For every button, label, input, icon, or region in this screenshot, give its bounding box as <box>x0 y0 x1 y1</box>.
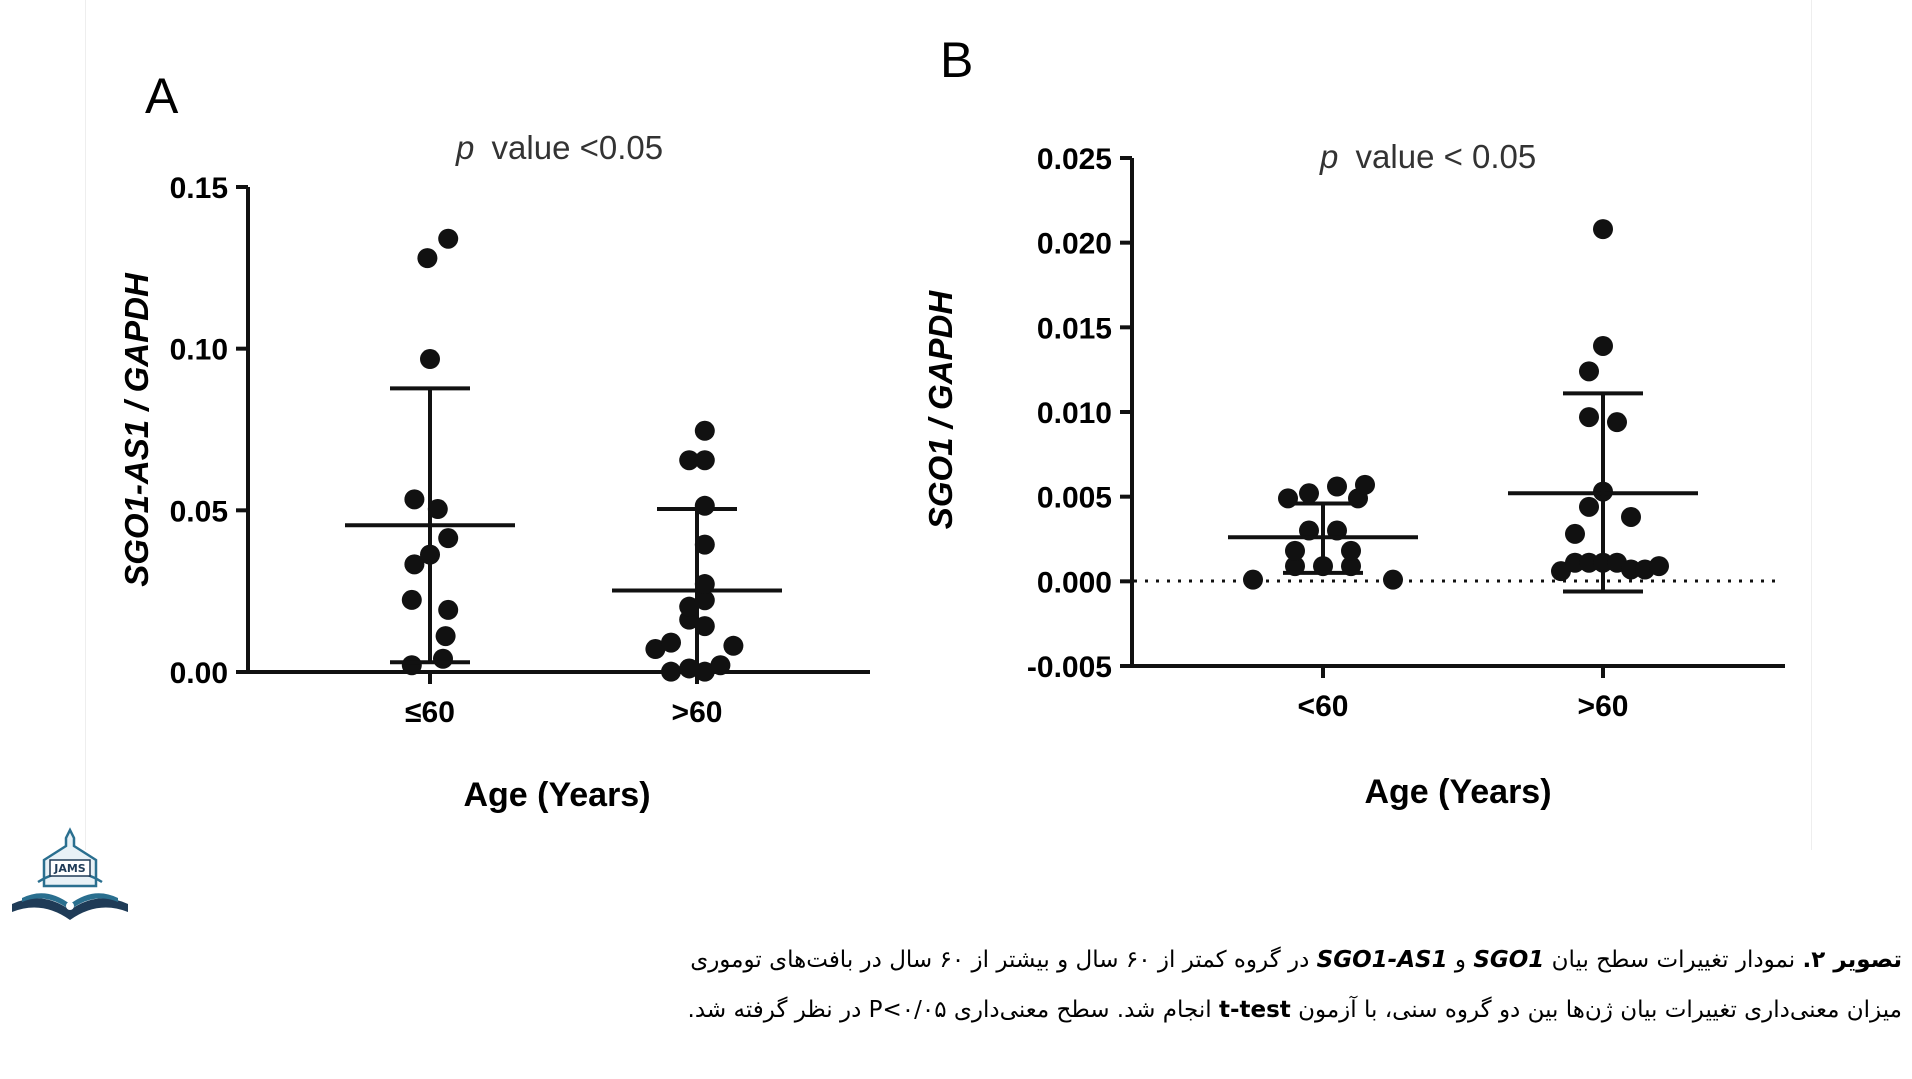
jams-logo: JAMS <box>12 827 128 920</box>
data-point <box>1243 569 1263 590</box>
figure-caption: تصویر ۲. نمودار تغییرات سطح بیان SGO1 و … <box>370 935 1902 1035</box>
data-point <box>661 632 681 653</box>
caption-text-1b: و <box>1447 947 1474 973</box>
chart-a-x-axis: ≤60 >60 <box>405 672 722 729</box>
chart-b-ytick-label: 0.000 <box>1037 566 1112 599</box>
data-point <box>1383 569 1403 590</box>
caption-line-1: تصویر ۲. نمودار تغییرات سطح بیان SGO1 و … <box>370 935 1902 985</box>
chart-b-x-axis: <60 >60 <box>1298 666 1629 723</box>
chart-b-xlabel: Age (Years) <box>1364 773 1551 811</box>
data-point <box>694 420 715 441</box>
chart-a-annotation-text: value <0.05 <box>492 129 664 166</box>
chart-a-points <box>401 228 744 682</box>
chart-b-ytick-label: 0.005 <box>1037 482 1112 515</box>
panel-label-b: B <box>940 32 973 88</box>
data-point <box>694 590 715 611</box>
logo-text: JAMS <box>53 862 86 875</box>
caption-gene-sgo1-as1: SGO1-AS1 <box>1316 947 1448 973</box>
data-point <box>1607 412 1627 433</box>
caption-text-2a: میزان معنی‌داری تغییرات بیان ژن‌ها بین د… <box>1290 997 1902 1023</box>
chart-b-xtick-label: <60 <box>1298 690 1349 723</box>
data-point <box>1579 496 1599 517</box>
chart-b-annotation-p: p <box>1319 138 1338 175</box>
data-point <box>694 616 715 637</box>
data-point <box>1579 361 1599 382</box>
chart-a-errorbars <box>345 386 782 674</box>
data-point <box>433 648 453 669</box>
caption-pvalue: P<۰/۰۵ <box>868 997 947 1023</box>
chart-b-ylabel: SGO1 / GAPDH <box>922 290 959 530</box>
chart-b-annotation-text: value < 0.05 <box>1356 138 1537 175</box>
data-point <box>417 248 438 269</box>
data-point <box>420 349 440 370</box>
chart-a-ytick-label: 0.10 <box>170 334 228 367</box>
caption-text-1a: نمودار تغییرات سطح بیان <box>1544 947 1803 973</box>
data-point <box>645 639 666 660</box>
data-point <box>679 596 700 617</box>
data-point <box>435 626 456 647</box>
chart-a-xlabel: Age (Years) <box>463 776 650 814</box>
caption-test-name: t-test <box>1218 997 1291 1023</box>
data-point <box>694 534 715 555</box>
chart-a-ytick-label: 0.15 <box>170 172 228 205</box>
caption-line-2: میزان معنی‌داری تغییرات بیان ژن‌ها بین د… <box>370 985 1902 1035</box>
data-point <box>404 489 425 510</box>
chart-b-ytick-label: 0.025 <box>1037 143 1112 176</box>
chart-b-annotation: p value < 0.05 <box>1319 138 1536 175</box>
chart-a: A p value <0.05 0.000.050.100.15 ≤60 >60 … <box>118 68 870 814</box>
chart-b-points <box>1243 219 1669 590</box>
data-point <box>1299 483 1319 504</box>
data-point <box>1649 556 1669 577</box>
data-point <box>1621 559 1641 580</box>
data-point <box>1579 407 1599 428</box>
data-point <box>1565 523 1585 544</box>
data-point <box>1341 540 1361 561</box>
figure-panel <box>85 0 1812 850</box>
data-point <box>1579 552 1599 573</box>
chart-b-ytick-label: 0.015 <box>1037 312 1112 345</box>
chart-a-annotation-p: p <box>455 129 474 166</box>
data-point <box>1593 335 1613 356</box>
caption-text-2b: انجام شد. سطح معنی‌داری <box>946 997 1219 1023</box>
data-point <box>1593 219 1613 240</box>
chart-b-ytick-label: -0.005 <box>1027 651 1112 684</box>
chart-a-annotation: p value <0.05 <box>455 129 663 166</box>
chart-b-ytick-label: 0.020 <box>1037 228 1112 261</box>
data-point <box>1327 476 1347 497</box>
panel-label-a: A <box>145 68 179 124</box>
data-point <box>1285 540 1305 561</box>
chart-a-xtick-label: >60 <box>672 696 723 729</box>
caption-figure-label: تصویر ۲. <box>1802 947 1902 973</box>
data-point <box>427 499 448 520</box>
data-point <box>438 228 459 249</box>
caption-text-1c: در گروه کمتر از ۶۰ سال و بیشتر از ۶۰ سال… <box>690 947 1317 973</box>
data-point <box>1621 506 1641 527</box>
data-point <box>1355 474 1375 495</box>
chart-a-ylabel: SGO1-AS1 / GAPDH <box>118 272 155 587</box>
chart-b: B p value < 0.05 -0.005 0.000 0.005 0.010 0.… <box>922 32 1785 811</box>
caption-gene-sgo1: SGO1 <box>1473 947 1545 973</box>
chart-a-ytick-label: 0.00 <box>170 657 228 690</box>
data-point <box>694 450 715 471</box>
data-point <box>723 635 744 656</box>
caption-text-2c: در نظر گرفته شد. <box>687 997 869 1023</box>
figure-charts: A p value <0.05 0.000.050.100.15 ≤60 >60 … <box>118 32 1785 814</box>
chart-b-ytick-label: 0.010 <box>1037 397 1112 430</box>
data-point <box>404 554 425 575</box>
chart-a-y-axis: 0.00 0.05 0.10 0.15 <box>170 172 248 690</box>
chart-b-errorbars <box>1228 391 1698 594</box>
chart-a-xtick-label: ≤60 <box>405 696 455 729</box>
chart-a-ytick-label: 0.05 <box>170 495 228 528</box>
chart-b-xtick-label: >60 <box>1578 690 1629 723</box>
data-point <box>438 599 459 620</box>
data-point <box>401 655 422 676</box>
data-point <box>438 528 459 549</box>
data-point <box>679 450 700 471</box>
chart-b-y-axis: -0.005 0.000 0.005 0.010 0.015 0.020 0.025 <box>1027 143 1132 684</box>
data-point <box>401 589 422 610</box>
data-point <box>1565 552 1585 573</box>
